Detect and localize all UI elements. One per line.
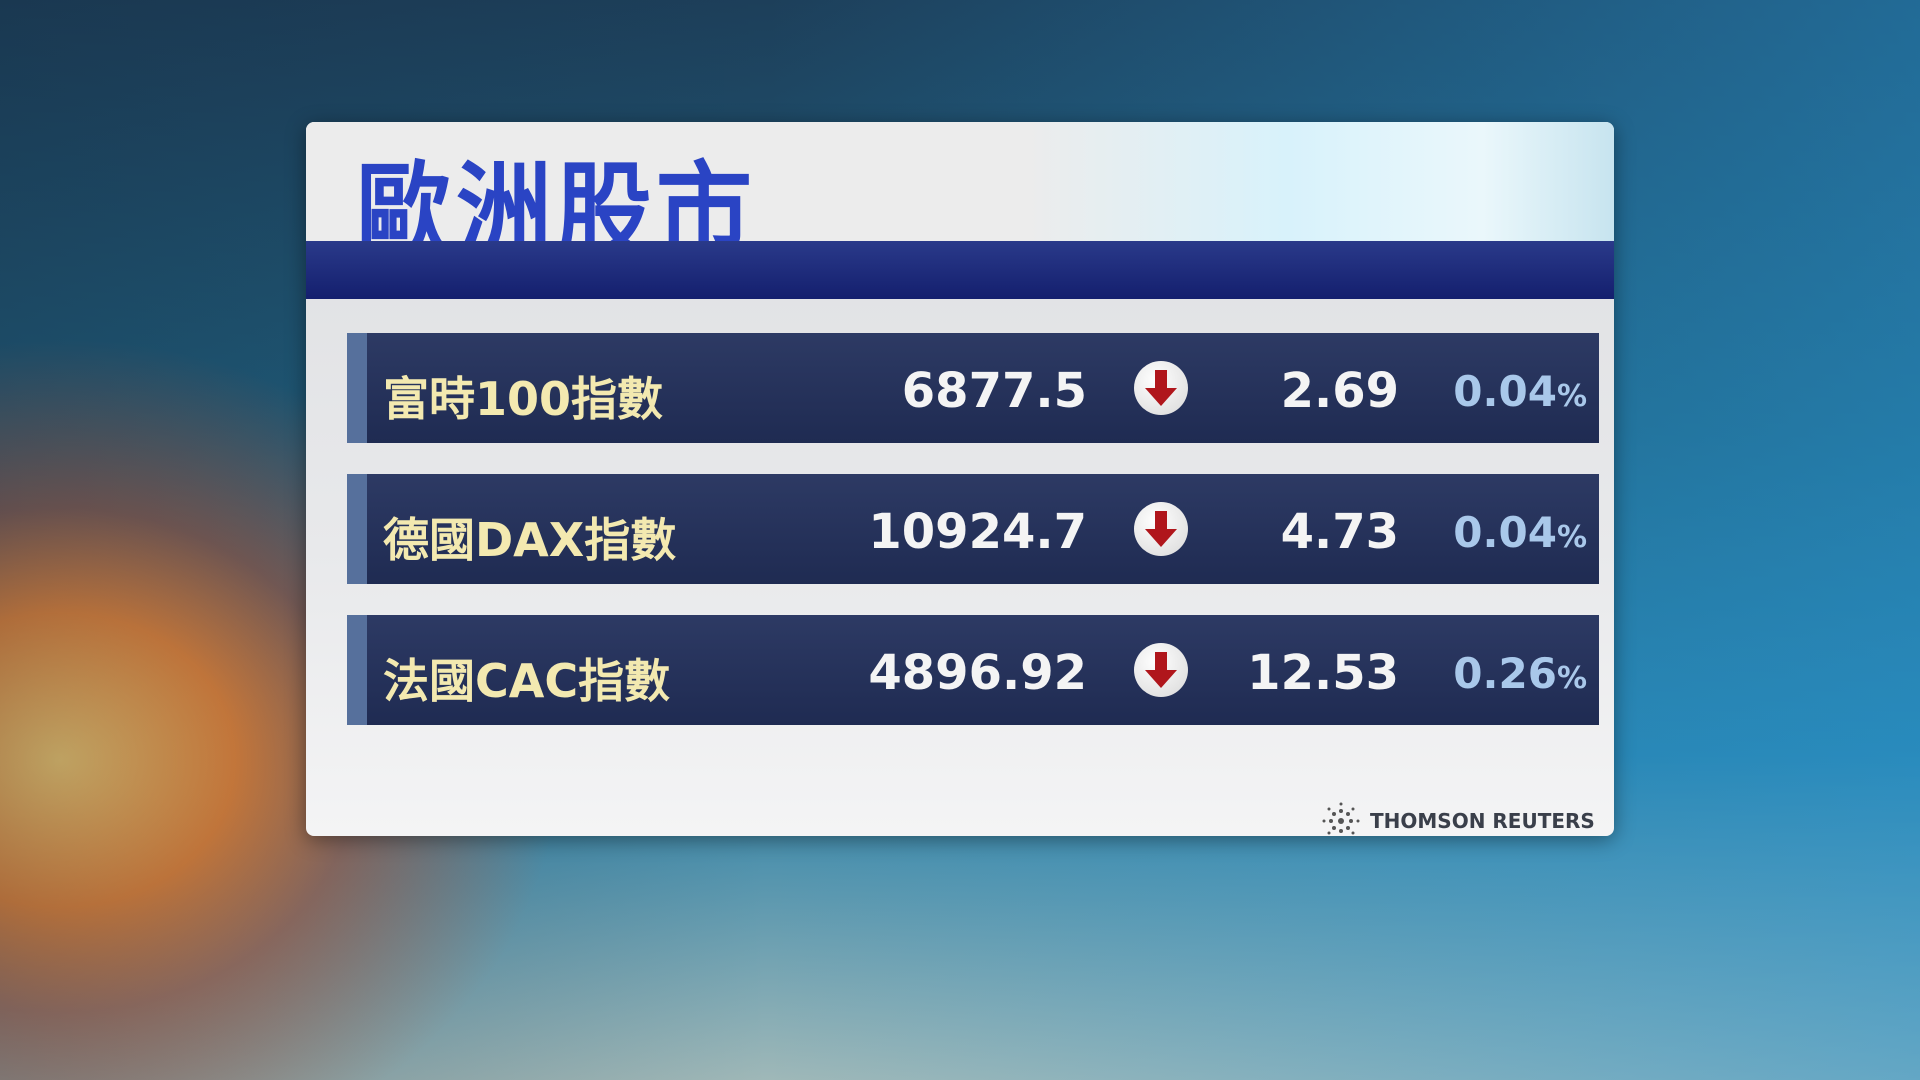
percent-unit: % — [1556, 661, 1587, 696]
percent-value: 0.04 — [1453, 508, 1557, 557]
source-logo: THOMSON REUTERS — [1322, 802, 1595, 836]
index-change: 4.73 — [1280, 504, 1399, 560]
down-arrow-icon — [1134, 643, 1188, 697]
index-row: 富時100指數 6877.5 2.69 0.04% — [347, 333, 1599, 443]
index-change: 12.53 — [1247, 645, 1399, 701]
index-row: 法國CAC指數 4896.92 12.53 0.26% — [347, 615, 1599, 725]
index-percent: 0.26% — [1453, 649, 1587, 698]
percent-unit: % — [1556, 379, 1587, 414]
title-bar: 歐洲股市 — [306, 122, 1614, 274]
index-name: 德國DAX指數 — [383, 513, 677, 567]
index-percent: 0.04% — [1453, 508, 1587, 557]
percent-value: 0.26 — [1453, 649, 1557, 698]
source-label: THOMSON REUTERS — [1370, 809, 1595, 833]
percent-value: 0.04 — [1453, 367, 1557, 416]
index-value: 6877.5 — [901, 363, 1087, 419]
index-value: 4896.92 — [868, 645, 1087, 701]
index-row: 德國DAX指數 10924.7 4.73 0.04% — [347, 474, 1599, 584]
index-change: 2.69 — [1280, 363, 1399, 419]
index-value: 10924.7 — [868, 504, 1087, 560]
index-percent: 0.04% — [1453, 367, 1587, 416]
percent-unit: % — [1556, 520, 1587, 555]
title-band — [306, 241, 1614, 299]
index-name: 法國CAC指數 — [383, 654, 671, 708]
reuters-logo-icon — [1322, 802, 1360, 835]
down-arrow-icon — [1134, 361, 1188, 415]
down-arrow-icon — [1134, 502, 1188, 556]
market-card: 歐洲股市 富時100指數 6877.5 2.69 0.04% 德國DAX指數 10… — [306, 122, 1614, 836]
index-name: 富時100指數 — [383, 372, 664, 426]
